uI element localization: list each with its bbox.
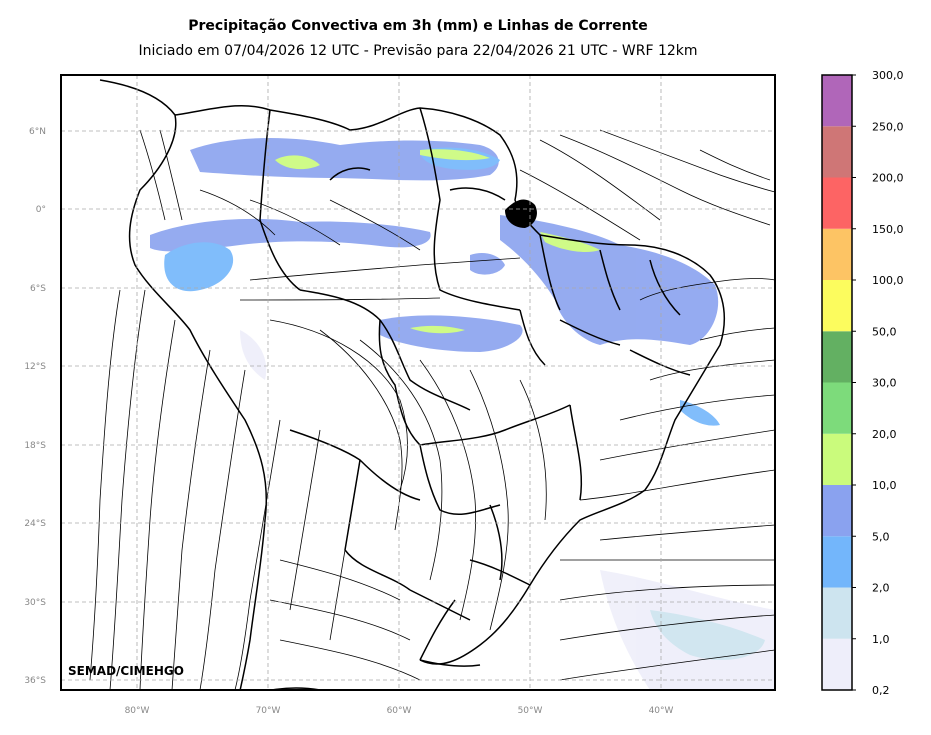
lon-label-40w: 40°W (649, 706, 674, 716)
chart-title: Precipitação Convectiva em 3h (mm) e Lin… (188, 18, 648, 34)
colorbar-label: 100,0 (872, 274, 904, 287)
colorbar-label: 50,0 (872, 325, 897, 338)
colorbar-label: 5,0 (872, 530, 890, 543)
colorbar-segment (822, 485, 852, 537)
colorbar-segment (822, 536, 852, 588)
lon-label-70w: 70°W (256, 706, 281, 716)
lat-label-0: 0° (36, 205, 46, 215)
colorbar-label: 0,2 (872, 684, 890, 697)
colorbar-segment (822, 638, 852, 690)
colorbar-segment (822, 382, 852, 434)
latitude-labels: 6°N 0° 6°S 12°S 18°S 24°S 30°S 36°S (24, 127, 46, 686)
colorbar-segment (822, 126, 852, 178)
colorbar-label: 10,0 (872, 479, 897, 492)
colorbar: 0,2 1,0 2,0 5,0 10,0 20,0 30,0 50,0 100,0 150,0 20… (821, 69, 904, 697)
precipitation-areas (150, 138, 775, 690)
longitude-labels: 80°W 70°W 60°W 50°W 40°W (125, 706, 674, 716)
credit-label: SEMAD/CIMEHGO (68, 664, 184, 678)
lat-label-6n: 6°N (29, 127, 46, 137)
colorbar-segment (822, 587, 852, 639)
grid-lines (61, 75, 775, 690)
map-frame (60, 74, 776, 691)
colorbar-segment (822, 177, 852, 229)
colorbar-segment (822, 75, 852, 127)
colorbar-label: 150,0 (872, 223, 904, 236)
lat-label-18s: 18°S (24, 441, 46, 451)
colorbar-label: 300,0 (872, 69, 904, 82)
streamlines (89, 129, 775, 690)
lat-label-12s: 12°S (24, 362, 46, 372)
colorbar-label: 2,0 (872, 582, 890, 595)
colorbar-segment (822, 228, 852, 280)
lat-label-36s: 36°S (24, 676, 46, 686)
colorbar-segment (822, 331, 852, 383)
lon-label-80w: 80°W (125, 706, 150, 716)
lon-label-50w: 50°W (518, 706, 543, 716)
lat-label-30s: 30°S (24, 598, 46, 608)
colorbar-label: 1,0 (872, 633, 890, 646)
colorbar-segment (822, 280, 852, 332)
colorbar-label: 20,0 (872, 428, 897, 441)
colorbar-label: 200,0 (872, 172, 904, 185)
political-borders (99, 79, 726, 690)
colorbar-label: 30,0 (872, 377, 897, 390)
chart-subtitle: Iniciado em 07/04/2026 12 UTC - Previsão… (138, 43, 698, 59)
lat-label-24s: 24°S (24, 519, 46, 529)
colorbar-segment (822, 433, 852, 485)
lon-label-60w: 60°W (387, 706, 412, 716)
colorbar-label: 250,0 (872, 120, 904, 133)
amazon-delta-shape (505, 199, 537, 228)
lat-label-6s: 6°S (30, 284, 46, 294)
